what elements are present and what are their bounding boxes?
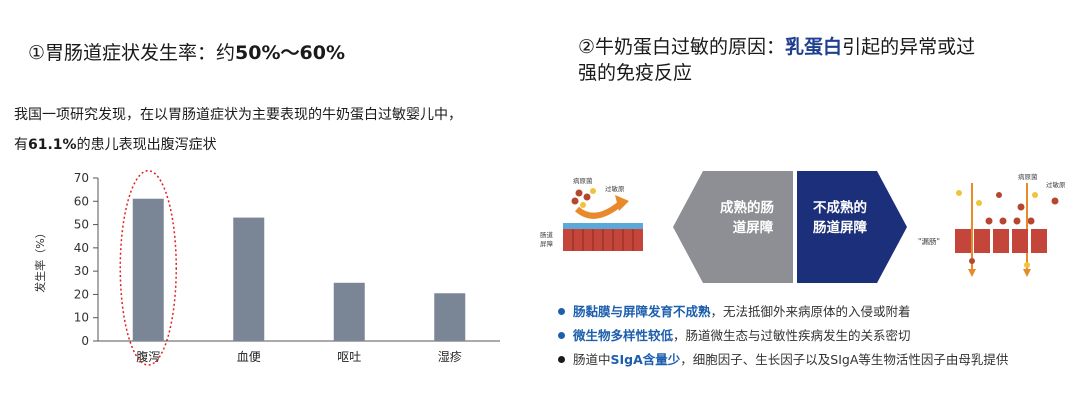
right-title-suffix: 引起的异常或过 [842,36,976,58]
intro-line-1: 我国一项研究发现，在以胃肠道症状为主要表现的牛奶蛋白过敏婴儿中， [14,107,462,123]
immature-barrier-arrow [797,171,907,283]
pathogen-dot [996,192,1002,198]
y-tick-label: 40 [74,241,89,255]
pathogen-dot [985,217,993,225]
y-ticks: 0 10 20 30 40 50 60 70 [74,171,98,348]
epithelium-cell [1031,229,1047,253]
bullet-item-1: 肠黏膜与屏障发育不成熟，无法抵御外来病原体的入侵或附着 [558,300,1008,324]
bullet-2-text: ，肠道微生态与过敏性疾病发生的关系密切 [673,328,911,343]
bar-1 [132,198,164,341]
x-tick-labels: 腹泻 血便 呕吐 湿疹 [136,349,462,364]
immature-label-line-2: 肠道屏障 [813,219,867,236]
intro-line-2-prefix: 有 [14,137,28,153]
pathogen-dot [583,193,591,201]
y-tick-label: 20 [74,287,89,301]
allergen-dot [580,202,586,208]
barrier-label-2: 屏障 [540,239,554,248]
bullet-1-text: ，无法抵御外来病原体的入侵或附着 [710,304,911,319]
y-tick-label: 50 [74,218,89,232]
y-tick-label: 10 [74,311,89,325]
pathogen-dot [1051,197,1059,205]
bullet-3-prefix: 肠道中 [573,352,611,367]
bullet-dot [558,308,565,315]
bullet-item-2: 微生物多样性较低，肠道微生态与过敏性疾病发生的关系密切 [558,324,1008,348]
pathogen-dot [575,189,583,197]
pathogen-dot [1017,203,1025,211]
y-tick-label: 0 [81,334,89,348]
epithelium-cell [974,229,990,253]
right-title: ②牛奶蛋白过敏的原因：乳蛋白引起的异常或过 强的免疫反应 [578,34,975,86]
left-title-prefix: ①胃肠道症状发生率：约 [28,42,236,64]
pathogen-dot [1027,217,1035,225]
mature-label-line-2: 道屏障 [733,219,774,236]
mucus-layer [563,223,643,229]
x-tick-label: 血便 [237,350,261,364]
pathogen-dot [969,258,975,264]
bar-chart: 0 10 20 30 40 50 60 70 腹泻 血便 呕吐 湿疹 发生率（%） [33,169,500,366]
mature-barrier-arrow [673,171,793,283]
bullet-1-bold: 肠黏膜与屏障发育不成熟 [573,304,711,319]
intro-line-2-suffix: 的患儿表现出腹泻症状 [76,137,217,153]
bar-4 [434,293,466,341]
mature-label-line-1: 成熟的肠 [720,199,774,216]
epithelium-cell [1012,229,1028,253]
bullet-list: 肠黏膜与屏障发育不成熟，无法抵御外来病原体的入侵或附着 微生物多样性较低，肠道微… [558,300,1008,372]
bullet-dot [558,332,565,339]
x-tick-label: 湿疹 [438,349,462,364]
leaky-gut-label: "漏肠" [918,236,940,246]
epithelium-cell [993,229,1009,253]
y-axis-label: 发生率（%） [33,227,47,292]
right-allergen-label: 过敏原 [1046,180,1066,189]
allergen-dot [1032,192,1038,198]
left-title: ①胃肠道症状发生率：约50%～60% [28,38,345,65]
bars [132,198,466,341]
x-tick-label: 呕吐 [337,350,361,364]
allergen-dot [976,200,982,206]
right-pathogen-label: 病原菌 [1018,172,1038,181]
bar-3 [333,282,365,341]
x-tick-label: 腹泻 [136,350,160,364]
highlight-ellipse [119,169,177,366]
right-title-prefix: ②牛奶蛋白过敏的原因： [578,36,786,58]
epithelium-cell [955,229,971,253]
y-tick-label: 30 [74,264,89,278]
y-tick-label: 60 [74,194,89,208]
bullet-3-text: ，细胞因子、生长因子以及SIgA等生物活性因子由母乳提供 [680,352,1009,367]
pathogen-dot [1013,217,1021,225]
left-allergen-label: 过敏原 [605,184,625,193]
allergen-dot [956,190,962,196]
pathogen-dot [571,197,579,205]
left-pathogen-label: 病原菌 [573,176,593,185]
immature-label-line-1: 不成熟的 [813,199,867,216]
bullet-item-3: 肠道中SIgA含量少，细胞因子、生长因子以及SIgA等生物活性因子由母乳提供 [558,348,1008,372]
intro-line-2-value: 61.1% [28,137,77,153]
bullet-3-bold: SIgA含量少 [610,352,681,367]
leaky-gut-illustration: 病原菌 过敏原 "漏肠" [918,172,1066,277]
barrier-label-1: 肠道 [540,230,554,239]
allergen-dot [1024,262,1030,268]
bullet-dot [558,356,565,363]
deflect-arrow-head [615,195,629,211]
intro-line-2: 有61.1%的患儿表现出腹泻症状 [14,134,217,154]
right-title-line-2: 强的免疫反应 [578,62,693,84]
deflect-arrow [575,200,623,219]
right-title-highlight: 乳蛋白 [785,36,843,58]
left-title-value: 50%～60% [235,42,346,64]
bullet-2-bold: 微生物多样性较低 [573,328,674,343]
barrier-diagram: 病原菌 过敏原 肠道 屏障 成熟的肠 道屏障 不成熟的 肠道屏障 病原菌 过敏原 [540,171,1066,283]
bar-2 [233,217,265,341]
mature-barrier-illustration: 病原菌 过敏原 肠道 屏障 [540,176,643,251]
y-tick-label: 70 [74,171,89,185]
pathogen-dot [999,217,1007,225]
allergen-dot [590,188,596,194]
